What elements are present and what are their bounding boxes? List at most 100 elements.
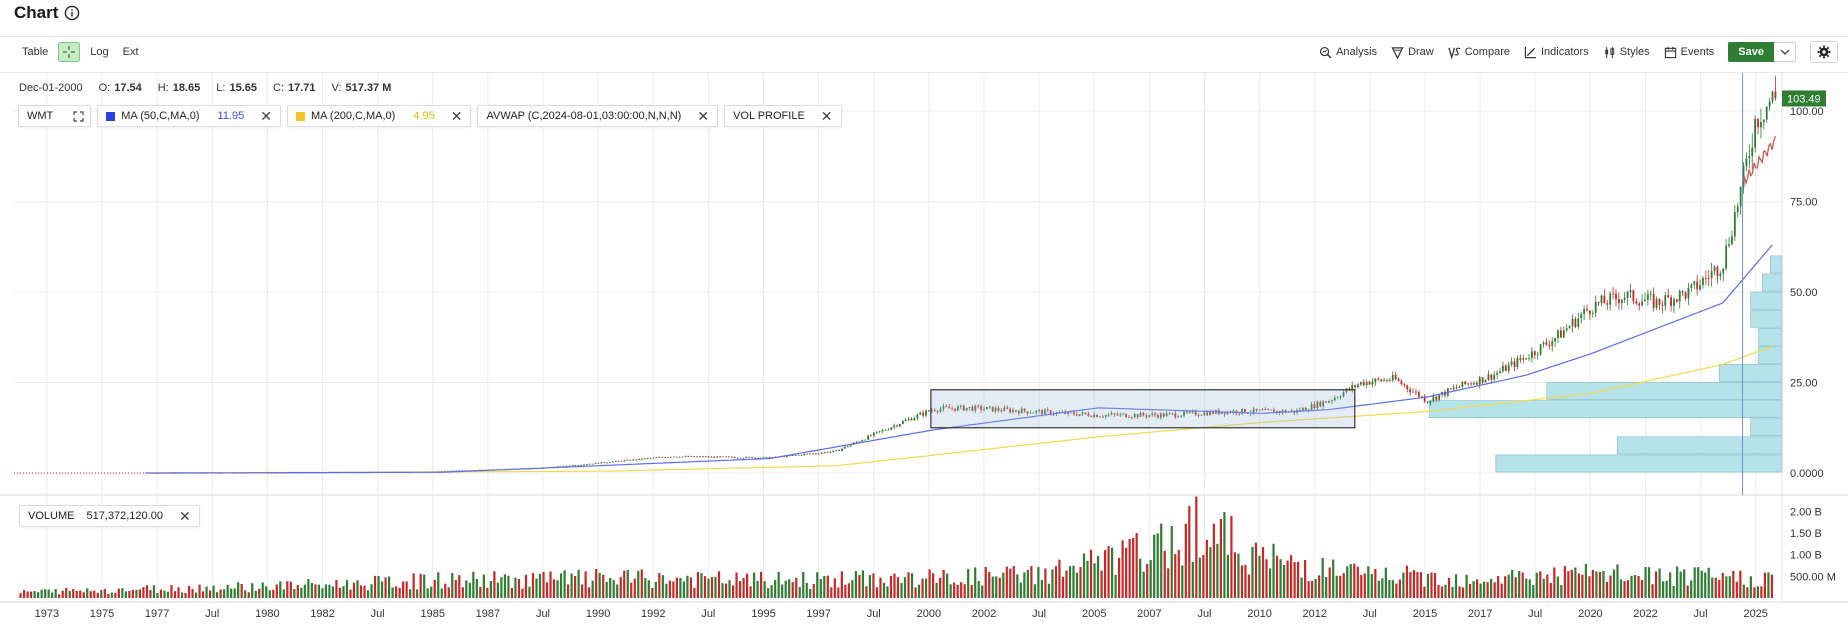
ext-button[interactable]: Ext <box>122 46 139 58</box>
volume-bar <box>668 580 671 598</box>
candle-body <box>1661 304 1664 306</box>
volume-bar <box>1746 587 1749 598</box>
volume-bar <box>1103 550 1107 598</box>
volume-bar <box>510 587 514 598</box>
vol-profile-chip[interactable]: VOL PROFILE ✕ <box>724 105 842 127</box>
candle-body <box>1484 379 1487 383</box>
candle-body <box>1403 384 1406 386</box>
candle-body <box>585 464 588 466</box>
events-button[interactable]: Events <box>1664 46 1714 59</box>
volume-bar <box>1093 563 1096 598</box>
candle-body <box>1716 266 1719 277</box>
candle-body <box>1525 358 1528 360</box>
candle-body <box>658 457 661 458</box>
volume-bar <box>1160 523 1163 598</box>
log-button[interactable]: Log <box>90 46 109 58</box>
expand-icon[interactable] <box>73 110 84 122</box>
candle-body <box>1774 91 1777 99</box>
volume-bar <box>1472 581 1475 598</box>
candle-body <box>1374 378 1377 382</box>
volume-bar <box>1332 559 1335 598</box>
volume-bar <box>1304 559 1307 598</box>
volume-bar <box>1458 586 1461 598</box>
analysis-button[interactable]: Analysis <box>1319 46 1377 59</box>
table-button[interactable]: Table <box>22 46 49 58</box>
candle-body <box>1722 268 1725 274</box>
candle-body <box>1606 303 1609 305</box>
candle-body <box>1099 416 1101 418</box>
volume-bar <box>233 588 236 598</box>
styles-button[interactable]: Styles <box>1603 46 1650 59</box>
time-tick-label: Jul <box>701 608 715 620</box>
candle-body <box>1032 412 1035 414</box>
candle-body <box>745 456 748 458</box>
candle-body <box>614 460 617 462</box>
volume-bar <box>1567 571 1570 598</box>
remove-vol-profile-button[interactable]: ✕ <box>820 108 833 124</box>
candle-body <box>1629 290 1632 293</box>
candle-body <box>1264 408 1267 411</box>
volume-bar <box>1167 568 1170 598</box>
candle-body <box>1165 413 1168 417</box>
time-tick-label: Jul <box>536 608 550 620</box>
volume-bar <box>345 580 349 598</box>
crosshair-icon <box>63 46 76 58</box>
save-options-button[interactable] <box>1774 42 1796 62</box>
draw-button[interactable]: Draw <box>1391 46 1434 59</box>
candle-body <box>1435 396 1438 400</box>
volume-bar <box>1125 547 1128 598</box>
volume-bar <box>756 580 759 598</box>
settings-button[interactable] <box>1810 41 1838 63</box>
volume-bar <box>1381 578 1384 598</box>
volume-chip[interactable]: VOLUME 517,372,120.00 ✕ <box>19 505 200 527</box>
save-button[interactable]: Save <box>1728 42 1774 62</box>
remove-ma50-button[interactable]: ✕ <box>260 108 272 124</box>
candle-body <box>1475 383 1478 385</box>
volume-bar <box>1426 573 1430 598</box>
candle-body <box>765 457 768 458</box>
volume-bar <box>1539 571 1542 598</box>
volume-bar <box>517 579 521 598</box>
volume-bar <box>896 577 900 598</box>
candle-body <box>1093 414 1096 418</box>
time-tick-label: Jul <box>1694 608 1708 620</box>
candle-body <box>1226 411 1229 415</box>
ma200-chip[interactable]: MA (200,C,MA,0) 4.95 ✕ <box>286 105 472 127</box>
compare-button[interactable]: Compare <box>1448 46 1510 59</box>
candle-body <box>1574 318 1577 327</box>
candle-body <box>736 457 739 459</box>
volume-bar <box>93 590 96 598</box>
volume-label: V: <box>331 82 342 94</box>
ma50-chip[interactable]: MA (50,C,MA,0) 11.95 ✕ <box>97 105 281 127</box>
candle-body <box>1252 408 1255 413</box>
avwap-chip[interactable]: AVWAP (C,2024-08-01,03:00:00,N,N,N) ✕ <box>477 105 719 127</box>
remove-ma200-button[interactable]: ✕ <box>450 108 463 124</box>
candle-body <box>806 453 809 455</box>
candle-body <box>1687 287 1690 299</box>
candle-body <box>791 455 794 456</box>
candle-body <box>849 444 852 447</box>
remove-volume-button[interactable]: ✕ <box>178 508 191 524</box>
close-label: C: <box>273 82 284 94</box>
candle-body <box>684 456 687 457</box>
volume-bar <box>321 588 324 598</box>
volume-bar <box>1184 523 1187 598</box>
crosshair-button[interactable] <box>58 42 81 62</box>
volume-bar <box>1293 562 1296 598</box>
remove-avwap-button[interactable]: ✕ <box>697 108 710 124</box>
symbol-chip[interactable]: WMT <box>18 105 92 127</box>
chart-header: Chart <box>0 0 1848 36</box>
info-icon[interactable] <box>64 5 80 21</box>
candle-body <box>1417 391 1420 397</box>
indicators-button[interactable]: Indicators <box>1524 46 1589 59</box>
volume-bar <box>254 590 257 598</box>
volume-bar <box>1721 572 1724 598</box>
volume-bar <box>1002 572 1005 598</box>
volume-bar <box>272 589 275 598</box>
candle-body <box>1429 400 1432 403</box>
volume-bar <box>626 570 629 598</box>
candle-body <box>768 457 771 459</box>
volume-bar <box>1756 586 1759 598</box>
time-tick-label: 1992 <box>641 608 665 620</box>
